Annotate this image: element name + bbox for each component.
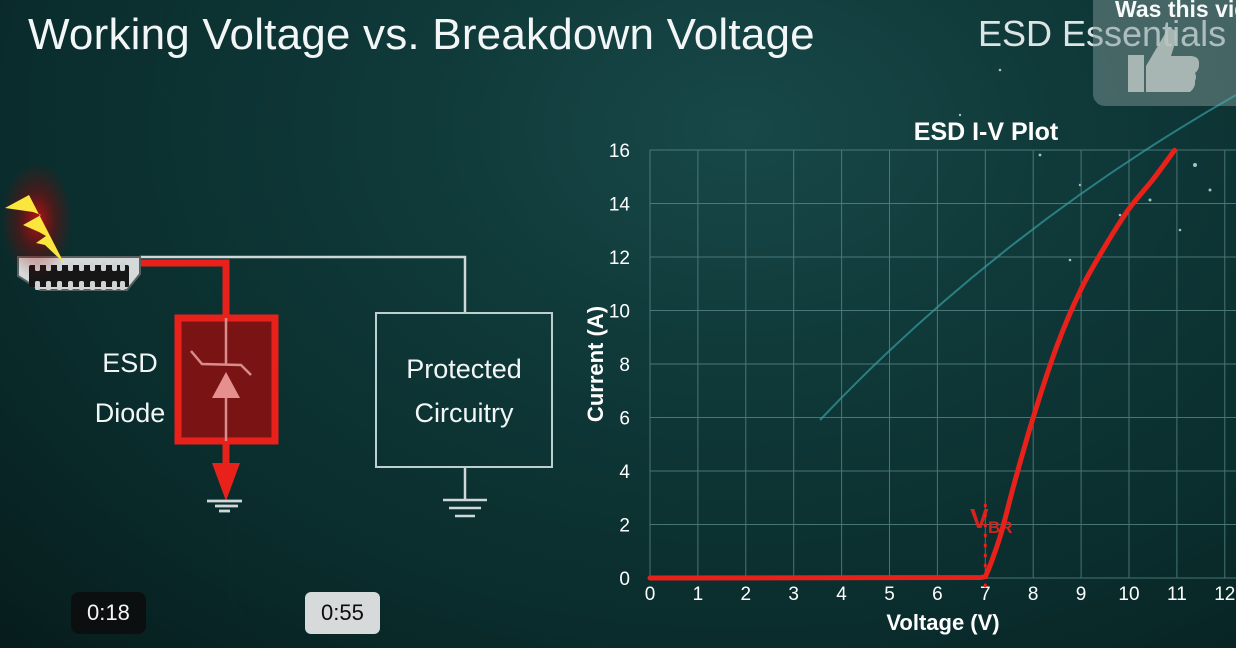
svg-text:Protected: Protected: [406, 354, 522, 384]
svg-text:ESD: ESD: [102, 348, 158, 378]
svg-text:Circuitry: Circuitry: [415, 398, 514, 428]
svg-text:Diode: Diode: [95, 398, 166, 428]
